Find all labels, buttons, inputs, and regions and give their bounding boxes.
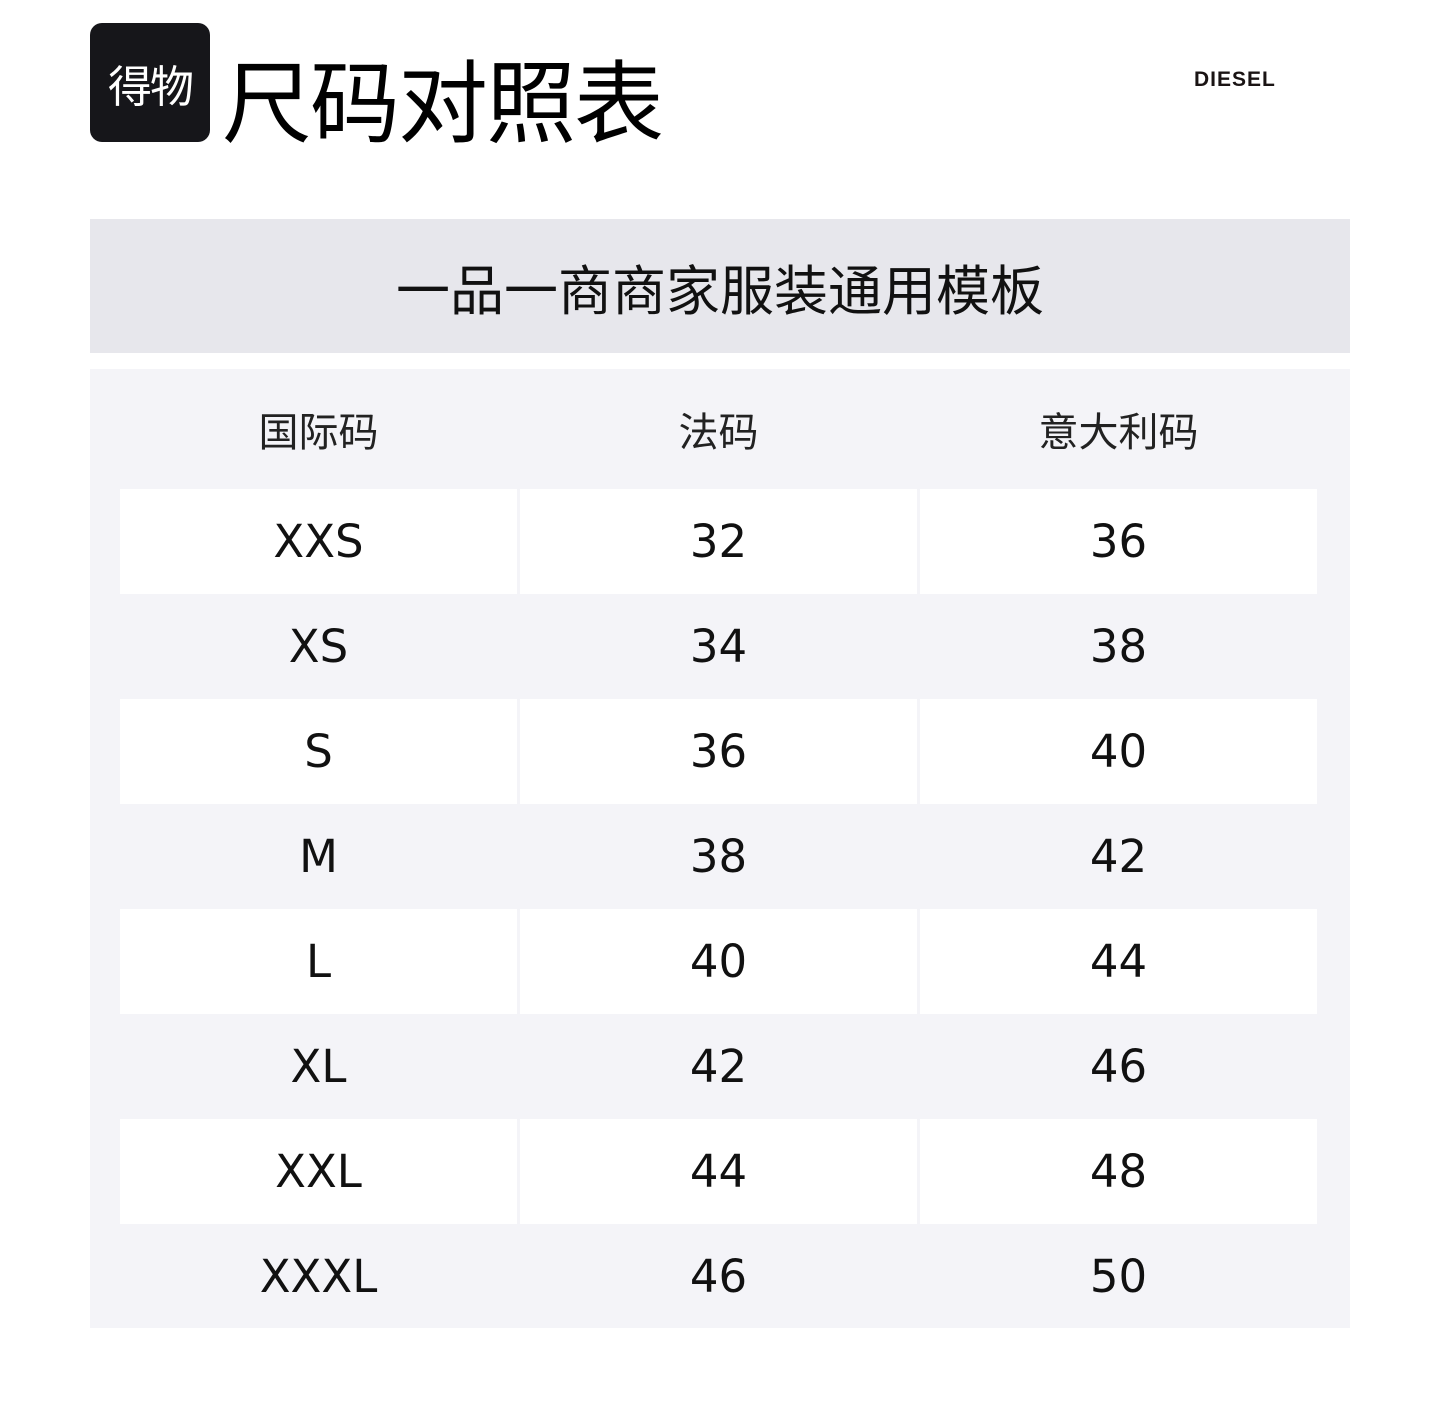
table-cell: 38 (1089, 620, 1148, 673)
table-row: M 38 42 (120, 804, 1317, 909)
table-cell: 46 (1089, 1040, 1148, 1093)
table-row: XXXL 46 50 (120, 1224, 1317, 1329)
table-row: XS 34 38 (120, 594, 1317, 699)
page-title: 尺码对照表 (222, 52, 664, 157)
dewu-logo: 得物 (90, 23, 210, 142)
table-cell: 42 (1089, 830, 1148, 883)
table-cell: 36 (920, 489, 1317, 594)
table-cell: 50 (1089, 1250, 1148, 1303)
table-cell: 46 (689, 1250, 748, 1303)
table-cell: 48 (920, 1119, 1317, 1224)
table-cell: 42 (689, 1040, 748, 1093)
table-cell: S (120, 699, 517, 804)
table-cell: XS (288, 620, 349, 673)
table-cell: 34 (689, 620, 748, 673)
table-cell: L (120, 909, 517, 1014)
column-header: 国际码 (258, 410, 379, 456)
banner-text: 一品一商商家服装通用模板 (396, 259, 1044, 323)
table-cell: 38 (689, 830, 748, 883)
table-cell: 44 (520, 1119, 917, 1224)
table-header: 国际码 法码 意大利码 (120, 369, 1317, 489)
template-banner: 一品一商商家服装通用模板 (90, 219, 1350, 353)
table-cell: XL (290, 1040, 347, 1093)
table-row: XXL 44 48 (120, 1119, 1317, 1224)
brand-logo: DIESEL (1194, 68, 1276, 91)
table-row: XXS 32 36 (120, 489, 1317, 594)
table-cell: 44 (920, 909, 1317, 1014)
table-cell: XXS (120, 489, 517, 594)
table-row: XL 42 46 (120, 1014, 1317, 1119)
size-table: 国际码 法码 意大利码 XXS 32 36 XS 34 38 S 36 40 M 38 42 L 40 44… (90, 369, 1350, 1328)
table-row: L 40 44 (120, 909, 1317, 1014)
column-header: 法码 (678, 410, 759, 456)
table-cell: 40 (920, 699, 1317, 804)
table-cell: XXXL (259, 1250, 378, 1303)
column-header: 意大利码 (1038, 410, 1199, 456)
table-cell: 40 (520, 909, 917, 1014)
table-cell: 32 (520, 489, 917, 594)
table-row: S 36 40 (120, 699, 1317, 804)
table-cell: M (299, 830, 338, 883)
logo-text: 得物 (108, 61, 194, 113)
table-cell: 36 (520, 699, 917, 804)
table-cell: XXL (120, 1119, 517, 1224)
